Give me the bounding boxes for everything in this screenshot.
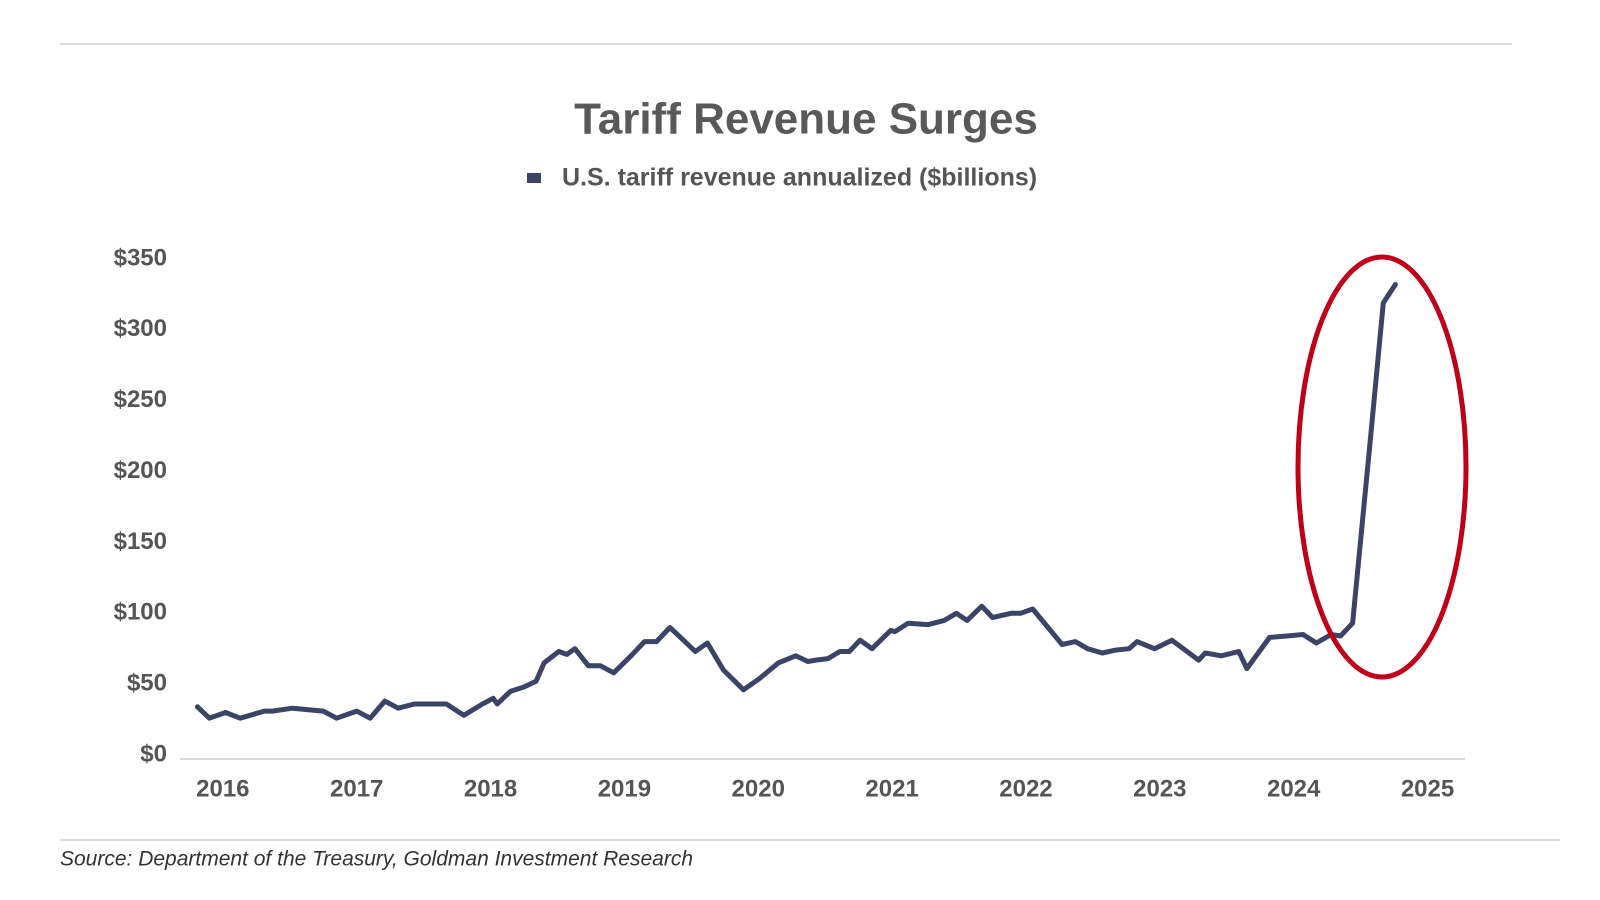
legend-label: U.S. tariff revenue annualized ($billion… bbox=[562, 164, 1037, 192]
data-line bbox=[194, 282, 1398, 721]
x-tick-label: 2025 bbox=[1401, 775, 1454, 802]
y-tick-label: $350 bbox=[114, 244, 167, 271]
x-tick-label: 2017 bbox=[330, 775, 383, 802]
x-tick-label: 2016 bbox=[196, 775, 249, 802]
x-tick-label: 2018 bbox=[464, 775, 517, 802]
highlight-ellipse bbox=[1295, 254, 1469, 680]
source-note: Source: Department of the Treasury, Gold… bbox=[60, 848, 693, 871]
y-tick-label: $150 bbox=[114, 528, 167, 555]
y-tick-label: $300 bbox=[114, 315, 167, 342]
chart-title: Tariff Revenue Surges bbox=[574, 95, 1038, 144]
y-tick-label: $100 bbox=[114, 599, 167, 626]
x-tick-label: 2024 bbox=[1267, 775, 1321, 802]
legend-marker bbox=[527, 173, 541, 183]
x-tick-label: 2019 bbox=[598, 775, 651, 802]
y-tick-label: $0 bbox=[140, 740, 167, 767]
y-tick-label: $50 bbox=[127, 669, 167, 696]
x-tick-label: 2023 bbox=[1133, 775, 1186, 802]
x-tick-label: 2022 bbox=[999, 775, 1052, 802]
y-tick-label: $200 bbox=[114, 457, 167, 484]
x-tick-label: 2021 bbox=[865, 775, 918, 802]
y-tick-label: $250 bbox=[114, 386, 167, 413]
x-tick-label: 2020 bbox=[732, 775, 785, 802]
